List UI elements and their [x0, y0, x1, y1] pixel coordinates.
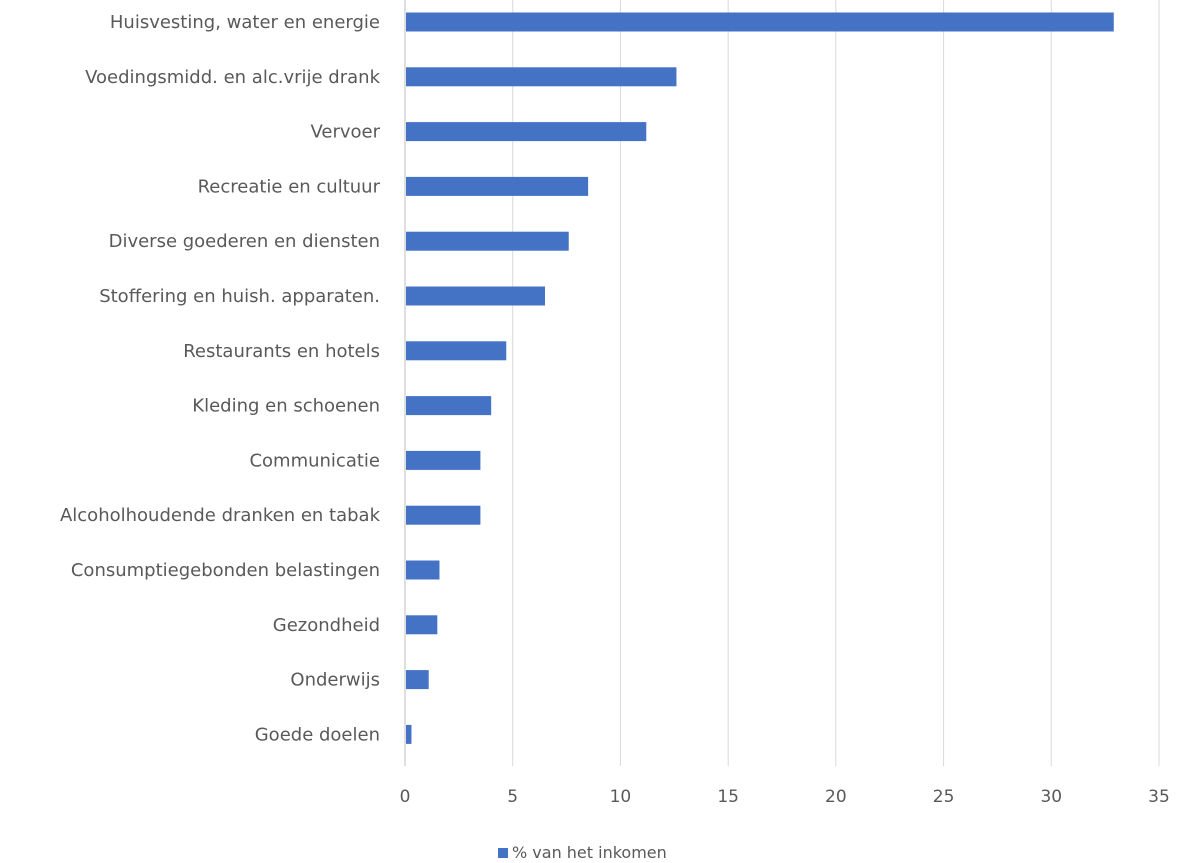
x-axis-tick-labels: 0 5 10 15 20 25 30 35	[400, 787, 1170, 807]
bar	[406, 396, 492, 416]
bars	[406, 12, 1114, 744]
category-label: Onderwijs	[290, 670, 380, 691]
category-label: Goede doelen	[255, 724, 380, 745]
x-tick-label: 0	[400, 787, 411, 807]
category-label: Vervoer	[310, 122, 380, 143]
category-label: Consumptiegebonden belastingen	[71, 560, 380, 581]
category-label: Diverse goederen en diensten	[109, 231, 380, 252]
x-tick-label: 10	[610, 787, 632, 807]
legend-swatch	[498, 848, 508, 858]
x-tick-label: 5	[507, 787, 518, 807]
bar	[406, 341, 507, 361]
bar	[406, 670, 429, 690]
category-label: Restaurants en hotels	[183, 341, 380, 362]
bar	[406, 505, 481, 525]
category-label: Alcoholhoudende dranken en tabak	[60, 505, 381, 526]
bar	[406, 231, 569, 251]
x-tick-label: 30	[1040, 787, 1062, 807]
bar	[406, 615, 438, 635]
category-label: Recreatie en cultuur	[198, 176, 381, 197]
bar	[406, 450, 481, 470]
category-labels: Huisvesting, water en energie Voedingsmid…	[60, 12, 381, 745]
legend: % van het inkomen	[498, 843, 667, 862]
x-tick-label: 15	[717, 787, 739, 807]
bar	[406, 176, 589, 196]
bar	[406, 286, 546, 306]
bar	[406, 560, 440, 580]
legend-label: % van het inkomen	[512, 843, 667, 862]
category-label: Communicatie	[249, 450, 380, 471]
gridlines	[404, 0, 1160, 766]
x-tick-label: 35	[1148, 787, 1170, 807]
x-tick-label: 20	[825, 787, 847, 807]
category-label: Huisvesting, water en energie	[110, 12, 380, 33]
bar	[406, 724, 412, 744]
category-label: Voedingsmidd. en alc.vrije drank	[85, 67, 380, 88]
category-label: Kleding en schoenen	[192, 396, 380, 417]
category-label: Gezondheid	[273, 615, 380, 636]
bar	[406, 122, 647, 142]
bar	[406, 67, 677, 87]
category-label: Stoffering en huish. apparaten.	[99, 286, 380, 307]
x-tick-label: 25	[933, 787, 955, 807]
bar	[406, 12, 1114, 32]
